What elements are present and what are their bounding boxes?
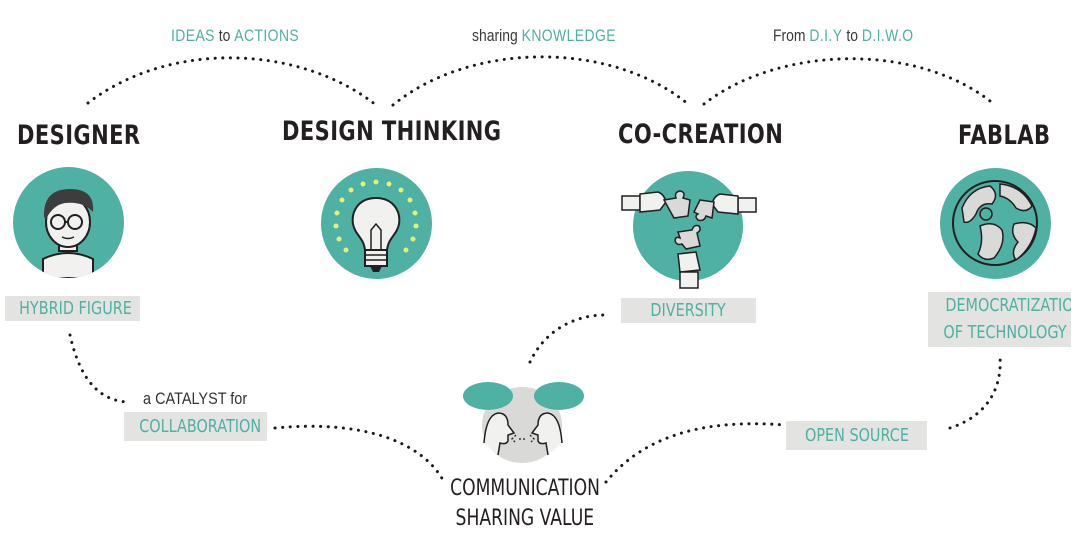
democratization-tag: DEMOCRATIZATION OF TECHNOLOGY (928, 292, 1071, 347)
hybrid-figure-text: HYBRID FIGURE (19, 298, 132, 319)
communication-label: COMMUNICATION SHARING VALUE (420, 474, 630, 534)
to-word: to (218, 26, 231, 45)
designer-avatar-icon (13, 167, 124, 278)
arc-designer-to-design-thinking (86, 56, 378, 107)
diversity-tag: DIVERSITY (621, 298, 756, 323)
diwo-word: D.I.W.O (861, 26, 914, 45)
co-creation-title: CO-CREATION (618, 119, 784, 150)
knowledge-word: KNOWLEDGE (521, 26, 616, 45)
catalyst-label: a CATALYST for (143, 389, 247, 409)
collaboration-tag: COLLABORATION (124, 412, 267, 441)
catalyst-prefix: a (143, 389, 152, 408)
communication-text: COMMUNICATION (450, 476, 600, 501)
sharing-value-text: SHARING VALUE (455, 506, 595, 531)
arc-communication-to-open-source (604, 422, 787, 484)
open-source-text: OPEN SOURCE (804, 425, 909, 446)
arc-hybrid-to-catalyst (68, 333, 132, 404)
arc-open-source-to-democratization (948, 355, 1002, 430)
collaboration-text: COLLABORATION (139, 416, 262, 437)
arc-co-creation-to-fablab (702, 57, 997, 107)
from-word: From (773, 26, 806, 45)
designer-title: DESIGNER (17, 120, 141, 151)
sharing-knowledge-label: sharing KNOWLEDGE (472, 26, 616, 46)
to-word-2: to (846, 26, 858, 45)
democratization-text: DEMOCRATIZATION (945, 295, 1071, 316)
actions-word: ACTIONS (234, 26, 300, 45)
arc-design-thinking-to-co-creation (391, 55, 690, 107)
diversity-text: DIVERSITY (650, 300, 727, 321)
puzzle-hands-icon (620, 170, 760, 290)
ideas-word: IDEAS (171, 26, 215, 45)
design-thinking-title: DESIGN THINKING (282, 116, 502, 147)
hybrid-figure-tag: HYBRID FIGURE (5, 296, 140, 321)
sharing-word: sharing (472, 26, 518, 45)
open-source-tag: OPEN SOURCE (786, 421, 927, 450)
diy-word: D.I.Y (809, 26, 843, 45)
fablab-title: FABLAB (958, 120, 1051, 151)
arc-communication-to-diversity (528, 313, 607, 364)
diy-to-diwo-label: From D.I.Y to D.I.W.O (773, 26, 914, 46)
conversation-icon (462, 377, 586, 467)
lightbulb-icon (321, 168, 432, 279)
arc-collaboration-to-communication (273, 424, 445, 482)
of-technology-text: OF TECHNOLOGY (943, 322, 1067, 343)
ideas-to-actions-label: IDEAS to ACTIONS (171, 26, 299, 46)
catalyst-word: CATALYST (155, 389, 227, 408)
globe-icon (940, 168, 1051, 279)
catalyst-suffix: for (230, 389, 248, 408)
